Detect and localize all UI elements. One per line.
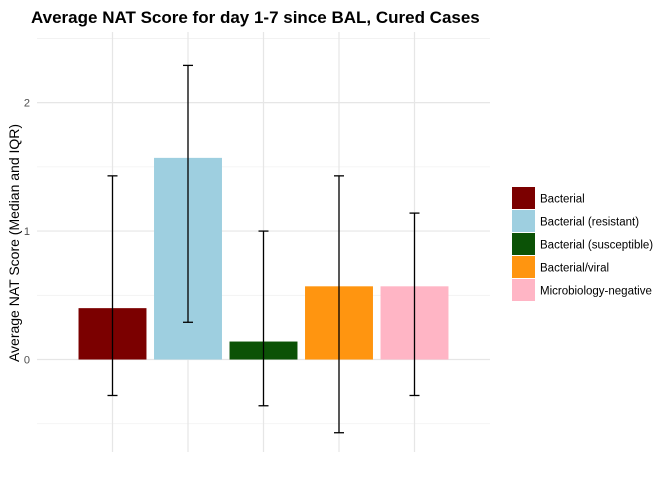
error-bar-4 [334, 175, 344, 434]
legend-item: Bacterial [512, 187, 585, 209]
legend-label: Bacterial (resistant) [540, 217, 639, 229]
y-ticks-group: 0 1 2 [24, 98, 30, 367]
legend-item: Bacterial/viral [512, 256, 609, 278]
error-bar-5 [409, 212, 420, 397]
legend-swatch [512, 279, 535, 301]
legend-item: Bacterial (susceptible) [512, 233, 653, 255]
legend-swatch [512, 210, 535, 232]
y-tick-label: 1 [24, 226, 30, 238]
legend: Bacterial Bacterial (resistant) Bacterial … [512, 187, 653, 301]
error-bar-3 [258, 230, 269, 407]
error-bar-1 [107, 175, 118, 397]
legend-swatch [512, 187, 535, 209]
legend-label: Bacterial/viral [540, 263, 609, 275]
legend-swatch [512, 256, 535, 278]
legend-item: Microbiology-negative [512, 279, 652, 301]
legend-swatch [512, 233, 535, 255]
legend-item: Bacterial (resistant) [512, 210, 639, 232]
y-axis-label: Average NAT Score (Median and IQR) [6, 124, 22, 362]
y-tick-label: 2 [24, 98, 30, 110]
legend-label: Microbiology-negative [540, 286, 652, 298]
chart-title: Average NAT Score for day 1-7 since BAL,… [31, 8, 480, 27]
legend-label: Bacterial [540, 194, 585, 206]
y-tick-label: 0 [24, 355, 30, 367]
legend-label: Bacterial (susceptible) [540, 240, 653, 252]
error-bars-group [107, 64, 420, 434]
error-bar-2 [183, 64, 193, 323]
